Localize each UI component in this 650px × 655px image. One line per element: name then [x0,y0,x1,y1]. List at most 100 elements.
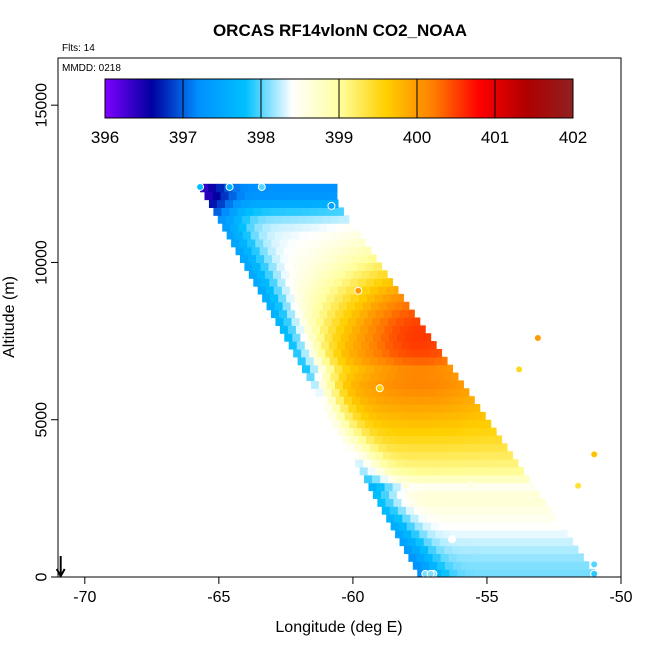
field-cell [336,183,338,193]
field-cell [465,411,474,421]
field-cell [404,333,414,342]
field-cell [387,388,397,397]
field-cell [312,325,321,334]
field-cell [216,183,225,193]
field-cell [496,537,505,547]
field-cell [343,396,353,405]
field-cell [503,451,513,460]
field-cell [306,301,316,311]
field-cell [552,537,561,547]
field-cell [366,435,375,444]
field-cell [369,270,379,279]
field-cell [368,254,377,264]
field-cell [233,199,242,209]
field-cell [329,270,338,279]
field-cell [368,396,377,405]
field-cell [367,309,377,319]
field-cell [292,333,301,342]
field-cell [408,553,418,562]
field-cell [246,223,255,232]
field-cell [508,459,517,468]
field-cell [310,364,319,374]
field-cell [323,388,332,397]
field-cell [390,451,400,460]
field-cell [341,435,351,444]
field-cell [416,325,426,334]
field-cell [389,506,399,515]
observation-point [426,569,435,577]
field-cell [429,333,432,342]
field-cell [314,215,323,224]
field-cell [418,443,428,452]
field-cell [287,325,297,334]
field-cell [454,435,464,444]
field-cell [535,521,545,531]
field-cell [448,466,457,476]
field-cell [259,246,269,256]
field-cell [355,317,365,326]
field-cell [290,215,299,224]
field-cell [353,341,362,350]
field-cell [402,443,412,452]
field-cell [513,569,523,577]
field-cell [349,419,358,429]
field-cell [261,207,271,216]
field-cell [457,411,466,421]
field-cell [326,293,336,303]
field-cell [245,207,255,216]
field-cell [385,270,388,279]
field-cell [407,466,417,476]
field-cell [301,348,310,358]
field-cell [344,325,353,334]
field-cell [317,191,326,201]
field-cell [430,521,440,531]
field-cell [438,506,447,515]
field-cell [315,388,324,397]
field-cell [479,537,489,547]
field-cell [481,498,491,507]
field-cell [402,356,411,366]
field-cell [524,545,534,555]
field-cell [496,553,506,562]
field-cell [399,380,408,389]
field-cell [318,364,327,374]
field-cell [376,411,386,421]
field-cell [220,191,230,201]
field-cell [284,333,293,342]
field-cell [262,293,271,303]
field-cell [476,545,485,555]
field-cell [539,529,549,539]
field-cell [313,199,323,209]
field-cell [505,569,515,577]
field-cell [403,301,410,311]
field-cell [415,466,425,476]
field-cell [504,537,513,547]
field-cell [331,317,341,326]
field-cell [374,293,384,303]
field-cell [340,262,350,271]
field-cell [495,451,505,460]
field-cell [225,199,234,209]
field-cell [371,301,380,311]
field-cell [289,270,298,279]
field-cell [449,498,459,507]
field-cell [411,459,421,468]
field-cell [434,443,444,452]
field-cell [325,278,335,287]
field-cell [381,278,391,287]
field-cell [295,238,305,248]
field-cell [356,404,365,413]
field-cell [336,341,346,350]
field-cell [513,482,522,492]
field-cell [407,380,417,389]
field-cell [302,364,311,374]
field-cell [270,223,280,232]
field-cell [577,553,584,562]
field-cell [426,514,436,523]
field-cell [355,231,361,240]
field-cell [270,309,280,319]
field-cell [456,553,466,562]
field-cell [269,207,279,216]
field-cell [402,514,411,523]
field-cell [413,419,423,429]
